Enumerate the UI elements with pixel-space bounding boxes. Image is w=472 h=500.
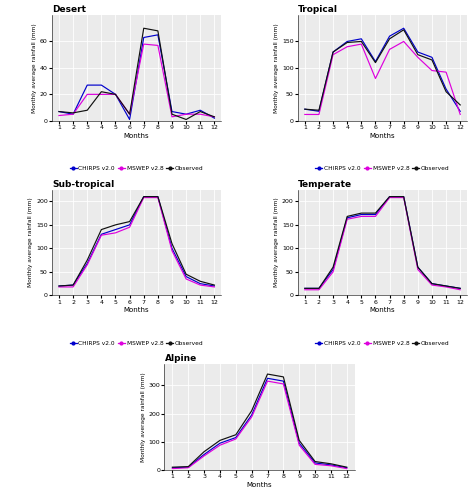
Legend: CHIRPS v2.0, MSWEP v2.8, Observed: CHIRPS v2.0, MSWEP v2.8, Observed bbox=[313, 338, 452, 348]
X-axis label: Months: Months bbox=[370, 308, 396, 314]
Text: Sub-tropical: Sub-tropical bbox=[52, 180, 114, 189]
Legend: CHIRPS v2.0, MSWEP v2.8, Observed: CHIRPS v2.0, MSWEP v2.8, Observed bbox=[67, 338, 206, 348]
X-axis label: Months: Months bbox=[124, 308, 150, 314]
Text: Tropical: Tropical bbox=[298, 5, 338, 14]
Text: Desert: Desert bbox=[52, 5, 86, 14]
Text: Alpine: Alpine bbox=[165, 354, 197, 364]
Legend: CHIRPS v2.0, MSWEP v2.8, Observed: CHIRPS v2.0, MSWEP v2.8, Observed bbox=[67, 164, 206, 173]
X-axis label: Months: Months bbox=[247, 482, 272, 488]
Y-axis label: Monthly average rainfall (mm): Monthly average rainfall (mm) bbox=[32, 23, 37, 113]
Text: Temperate: Temperate bbox=[298, 180, 352, 189]
Y-axis label: Monthly average rainfall (mm): Monthly average rainfall (mm) bbox=[141, 372, 146, 462]
Y-axis label: Monthly average rainfall (mm): Monthly average rainfall (mm) bbox=[274, 198, 279, 288]
Y-axis label: Monthly average rainfall (mm): Monthly average rainfall (mm) bbox=[28, 198, 33, 288]
X-axis label: Months: Months bbox=[370, 133, 396, 139]
Legend: CHIRPS v2.0, MSWEP v2.8, Observed: CHIRPS v2.0, MSWEP v2.8, Observed bbox=[313, 164, 452, 173]
Y-axis label: Monthly average rainfall (mm): Monthly average rainfall (mm) bbox=[274, 23, 279, 113]
X-axis label: Months: Months bbox=[124, 133, 150, 139]
